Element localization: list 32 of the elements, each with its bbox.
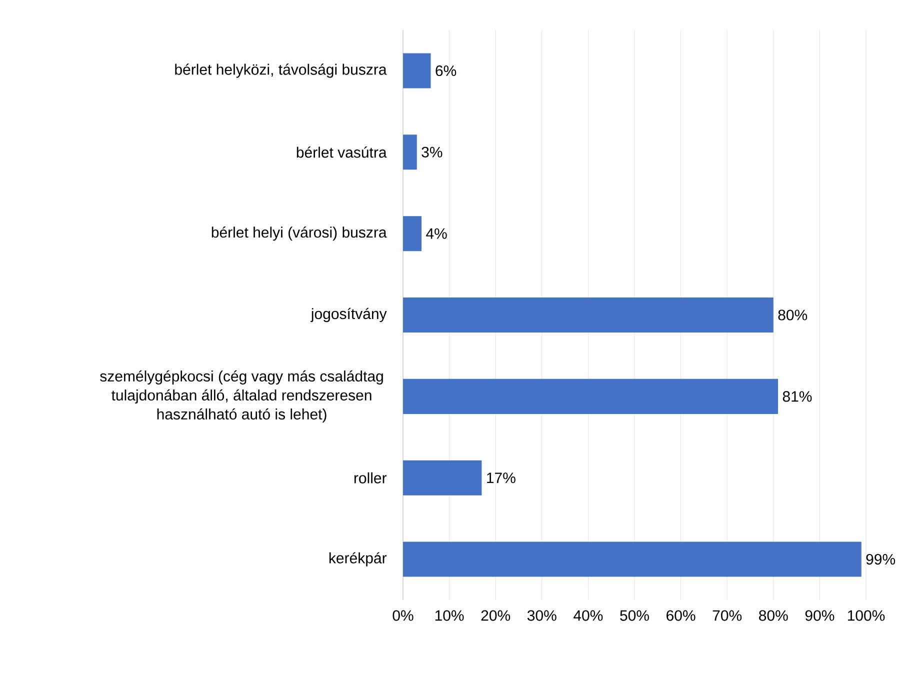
- y-tick-label: bérlet vasútra: [296, 146, 387, 158]
- bar: [403, 134, 417, 170]
- x-tick-label: 80%: [759, 610, 788, 621]
- x-tick-label: 30%: [527, 610, 556, 621]
- y-tick-label: személygépkocsi (cég vagy más családtag tulajdonában álló, általad rendszeresen használható autó is lehet): [100, 370, 383, 423]
- x-tick-label: 100%: [848, 610, 885, 621]
- data-label: 80%: [778, 310, 808, 320]
- bar: [403, 460, 482, 496]
- x-tick-label: 90%: [805, 610, 834, 621]
- data-label: 17%: [487, 472, 516, 484]
- x-tick-label: 10%: [435, 610, 464, 621]
- x-tick-label: 60%: [666, 610, 696, 621]
- x-tick-label: 40%: [574, 610, 603, 621]
- data-label: 4%: [426, 228, 447, 239]
- bar: [403, 53, 431, 88]
- bar: [403, 378, 778, 414]
- bar: [403, 297, 774, 333]
- y-tick-label: kerékpár: [329, 552, 387, 566]
- data-label: 6%: [436, 65, 456, 76]
- y-tick-label: bérlet helyközi, távolsági buszra: [175, 64, 387, 78]
- data-label: 3%: [422, 146, 442, 158]
- y-tick-label: jogosítvány: [310, 308, 387, 322]
- x-tick-label: 50%: [620, 610, 649, 621]
- bar: [403, 542, 862, 577]
- x-tick-label: 20%: [481, 610, 510, 621]
- y-tick-label: bérlet helyi (városi) buszra: [212, 226, 387, 241]
- y-tick-label: roller: [354, 472, 387, 484]
- x-tick-label: 0%: [392, 610, 414, 621]
- x-tick-label: 70%: [712, 610, 742, 621]
- data-label: 99%: [866, 554, 896, 565]
- data-label: 81%: [782, 391, 812, 402]
- bar: [403, 216, 422, 252]
